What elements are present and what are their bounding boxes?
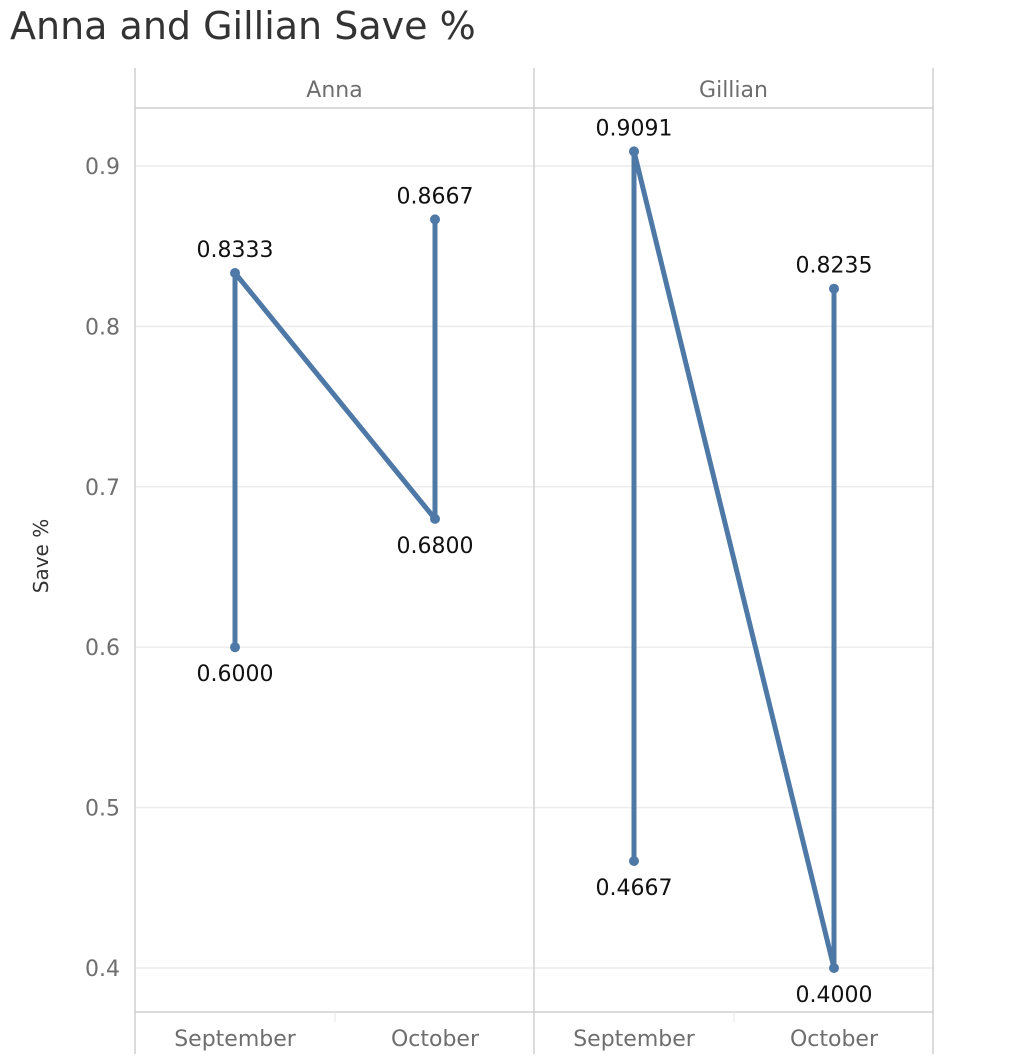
x-tick-label: October [790, 1027, 879, 1052]
data-label: 0.8333 [197, 238, 274, 263]
data-point [230, 642, 240, 653]
panel-header-label: Anna [306, 78, 362, 103]
data-point [629, 856, 639, 867]
y-tick-label: 0.8 [85, 315, 120, 340]
data-label: 0.8235 [796, 254, 873, 279]
data-label: 0.8667 [397, 184, 474, 209]
chart-title: Anna and Gillian Save % [10, 4, 476, 48]
data-point [430, 513, 440, 524]
axes: 0.4 0.5 0.6 0.7 0.8 0.9 Save % Anna September Oct… [29, 78, 879, 1052]
data-point [430, 214, 440, 225]
panel-header-label: Gillian [699, 78, 768, 103]
data-point [230, 267, 240, 278]
y-tick-label: 0.6 [85, 636, 120, 661]
data-point [829, 963, 839, 973]
y-tick-label: 0.4 [85, 957, 120, 982]
x-tick-label: October [391, 1027, 480, 1052]
y-tick-label: 0.9 [85, 155, 120, 180]
data-point [629, 146, 639, 157]
data-label: 0.6800 [397, 534, 474, 559]
series-lines [232, 148, 837, 971]
data-label: 0.4000 [796, 983, 873, 1008]
data-point [829, 283, 839, 294]
panel-frame [134, 68, 934, 1054]
data-label: 0.6000 [197, 662, 274, 687]
data-labels: 0.6000 0.8333 0.6800 0.8667 0.4667 0.9091 0.40… [197, 116, 873, 1008]
data-label: 0.9091 [596, 116, 673, 141]
y-tick-label: 0.5 [85, 797, 120, 822]
y-axis-title: Save % [29, 519, 53, 593]
y-tick-label: 0.7 [85, 476, 120, 501]
x-tick-label: September [573, 1027, 696, 1052]
data-points [230, 146, 839, 973]
series-line-gillian [631, 148, 837, 971]
data-label: 0.4667 [596, 876, 673, 901]
x-tick-label: September [174, 1027, 297, 1052]
series-line-anna [232, 216, 438, 650]
